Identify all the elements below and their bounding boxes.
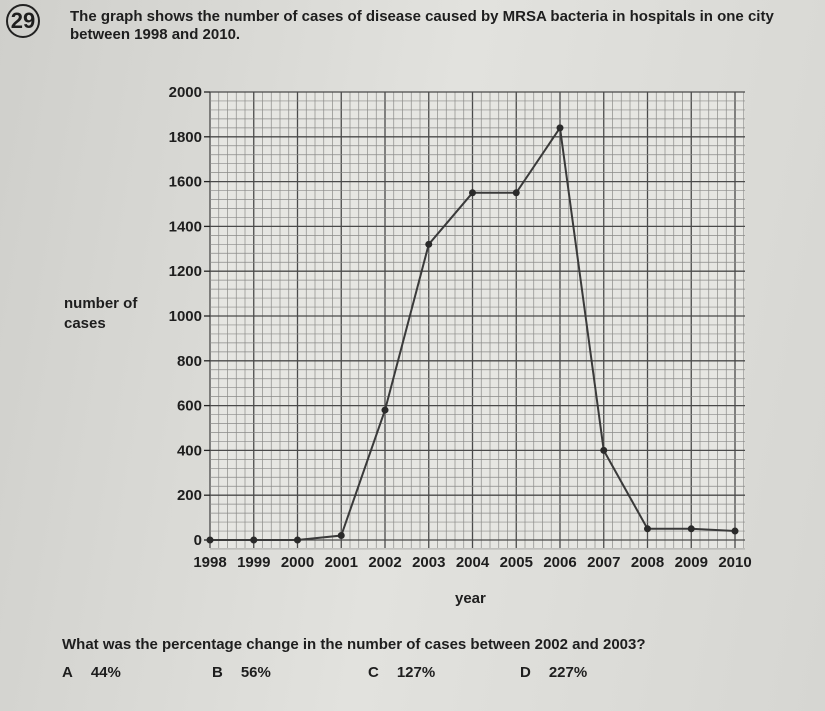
- y-tick-label: 800: [177, 353, 202, 370]
- option-c[interactable]: C 127%: [368, 664, 453, 681]
- data-point: [556, 124, 564, 132]
- x-axis-label: year: [455, 590, 486, 607]
- option-value: 227%: [548, 664, 588, 681]
- y-tick-label: 1800: [169, 129, 202, 146]
- x-tick-label: 2007: [587, 554, 620, 571]
- x-tick-label: 2009: [675, 554, 708, 571]
- x-tick-label: 2010: [718, 554, 751, 571]
- y-tick-label: 2000: [169, 84, 202, 101]
- plot-background: [210, 92, 745, 548]
- question-text: The graph shows the number of cases of d…: [70, 8, 774, 43]
- x-tick-label: 2004: [456, 554, 490, 571]
- y-tick-label: 1200: [169, 263, 202, 280]
- y-tick-label: 200: [177, 487, 202, 504]
- x-tick-label: 2006: [543, 554, 576, 571]
- x-tick-label: 2000: [281, 554, 314, 571]
- y-tick-label: 400: [177, 442, 202, 459]
- data-point: [512, 189, 520, 197]
- question-number: 29: [6, 4, 40, 38]
- data-point: [381, 406, 389, 414]
- data-point: [337, 532, 345, 540]
- data-point: [687, 525, 695, 533]
- data-point: [600, 446, 608, 454]
- option-b[interactable]: B 56%: [212, 664, 289, 681]
- x-tick-label: 2001: [325, 554, 358, 571]
- y-tick-label: 1000: [169, 308, 202, 325]
- data-point: [644, 525, 651, 533]
- option-value: 56%: [240, 664, 271, 681]
- option-d[interactable]: D 227%: [520, 664, 605, 681]
- x-tick-label: 2003: [412, 554, 445, 571]
- option-value: 44%: [90, 664, 121, 681]
- x-tick-label: 2002: [368, 554, 401, 571]
- option-letter: C: [368, 664, 379, 681]
- y-tick-label: 1400: [169, 218, 202, 235]
- data-point: [469, 189, 476, 197]
- data-point: [250, 536, 258, 544]
- question-prompt: What was the percentage change in the nu…: [62, 636, 646, 653]
- data-point: [206, 536, 214, 544]
- option-letter: B: [212, 664, 223, 681]
- x-tick-label: 2005: [500, 554, 533, 571]
- option-letter: D: [520, 664, 531, 681]
- data-point: [425, 240, 433, 248]
- y-axis-label: number of cases: [64, 295, 138, 332]
- option-a[interactable]: A 44%: [62, 664, 139, 681]
- option-value: 127%: [396, 664, 436, 681]
- data-point: [294, 536, 301, 544]
- data-point: [731, 527, 739, 535]
- x-tick-label: 2008: [631, 554, 664, 571]
- y-tick-label: 600: [177, 398, 202, 415]
- option-letter: A: [62, 664, 73, 681]
- y-tick-label: 0: [194, 532, 202, 549]
- x-tick-label: 1999: [237, 554, 270, 571]
- x-tick-label: 1998: [193, 554, 226, 571]
- y-tick-label: 1600: [169, 174, 202, 191]
